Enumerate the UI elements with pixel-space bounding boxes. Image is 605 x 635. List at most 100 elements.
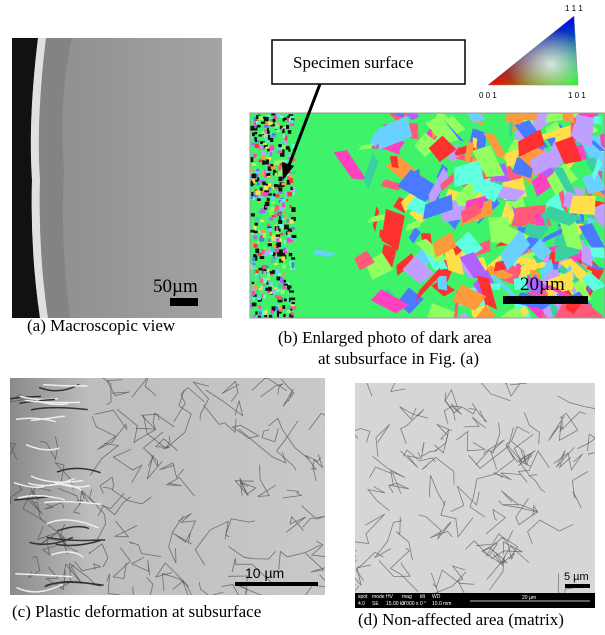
grain — [495, 315, 520, 343]
speckle — [274, 287, 277, 289]
info-header: tilt — [420, 594, 426, 600]
speckle — [289, 253, 293, 256]
speckle — [269, 147, 273, 151]
speckle — [273, 135, 276, 137]
speckle — [255, 277, 257, 280]
speckle — [262, 311, 265, 316]
speckle — [264, 161, 268, 164]
speckle — [261, 131, 265, 134]
speckle — [258, 230, 260, 233]
speckle — [257, 125, 260, 128]
speckle — [279, 224, 284, 228]
speckle — [263, 279, 267, 283]
scale-bar — [235, 582, 318, 586]
info-scale-label: 20 µm — [522, 595, 536, 601]
speckle — [260, 146, 262, 149]
speckle — [251, 182, 254, 187]
speckle — [282, 203, 285, 208]
speckle — [275, 206, 279, 210]
info-value: 3 000 x — [402, 601, 419, 607]
speckle — [291, 207, 295, 212]
speckle — [277, 238, 280, 242]
speckle — [251, 137, 253, 140]
speckle — [270, 152, 272, 157]
speckle — [258, 135, 262, 137]
speckle — [280, 116, 284, 118]
speckle — [289, 178, 293, 183]
speckle — [259, 116, 263, 120]
speckle — [270, 122, 273, 125]
speckle — [280, 233, 282, 235]
speckle — [274, 161, 279, 165]
speckle — [291, 227, 294, 229]
ipf-label: 0 0 1 — [479, 91, 497, 100]
speckle — [271, 113, 275, 115]
speckle — [283, 248, 286, 250]
speckle — [256, 217, 259, 219]
speckle — [259, 211, 263, 214]
speckle — [254, 244, 258, 248]
speckle — [271, 310, 274, 314]
speckle — [262, 160, 265, 165]
speckle — [290, 124, 294, 126]
speckle — [275, 194, 279, 197]
speckle — [268, 243, 272, 246]
speckle — [255, 223, 258, 226]
caption: (c) Plastic deformation at subsurface — [12, 602, 261, 621]
speckle — [252, 265, 255, 270]
speckle — [265, 310, 268, 315]
speckle — [251, 213, 255, 216]
speckle — [278, 296, 282, 300]
grain — [402, 95, 413, 115]
speckle — [263, 192, 268, 196]
speckle — [252, 241, 254, 245]
info-value: SE — [372, 601, 379, 607]
speckle — [268, 281, 273, 285]
speckle — [290, 304, 295, 306]
speckle — [269, 252, 273, 255]
speckle — [275, 126, 278, 129]
speckle — [254, 125, 256, 128]
speckle — [286, 248, 289, 251]
ipf-label: 1 0 1 — [568, 91, 586, 100]
scale-label: 20µm — [520, 274, 565, 295]
speckle — [260, 220, 264, 222]
speckle — [255, 144, 259, 148]
speckle — [273, 115, 277, 119]
microstructure — [510, 362, 529, 385]
info-header: HV — [386, 594, 394, 600]
speckle — [269, 179, 274, 181]
speckle — [270, 145, 273, 147]
speckle — [252, 132, 255, 136]
speckle — [261, 151, 265, 155]
speckle — [262, 182, 266, 185]
speckle — [251, 196, 253, 199]
speckle — [256, 121, 259, 124]
speckle — [287, 192, 292, 196]
speckle — [255, 190, 260, 195]
speckle — [258, 305, 260, 307]
speckle — [278, 219, 282, 223]
scale-label: 10 µm — [245, 565, 284, 581]
speckle — [260, 285, 263, 288]
info-header: spot — [358, 594, 368, 600]
speckle — [277, 151, 282, 153]
speckle — [265, 147, 269, 149]
speckle — [273, 119, 276, 123]
ipf-label: 1 1 1 — [565, 4, 583, 13]
speckle — [284, 280, 287, 283]
speckle — [267, 149, 269, 152]
speckle — [283, 314, 285, 317]
speckle — [277, 122, 279, 124]
microstructure — [324, 539, 356, 557]
speckle — [266, 173, 270, 175]
speckle — [255, 311, 257, 314]
speckle — [261, 294, 263, 298]
speckle — [284, 240, 286, 244]
speckle — [274, 263, 278, 265]
speckle — [290, 120, 293, 123]
speckle — [268, 228, 272, 232]
speckle — [278, 166, 281, 170]
speckle — [291, 235, 296, 238]
micrograph — [10, 378, 325, 595]
